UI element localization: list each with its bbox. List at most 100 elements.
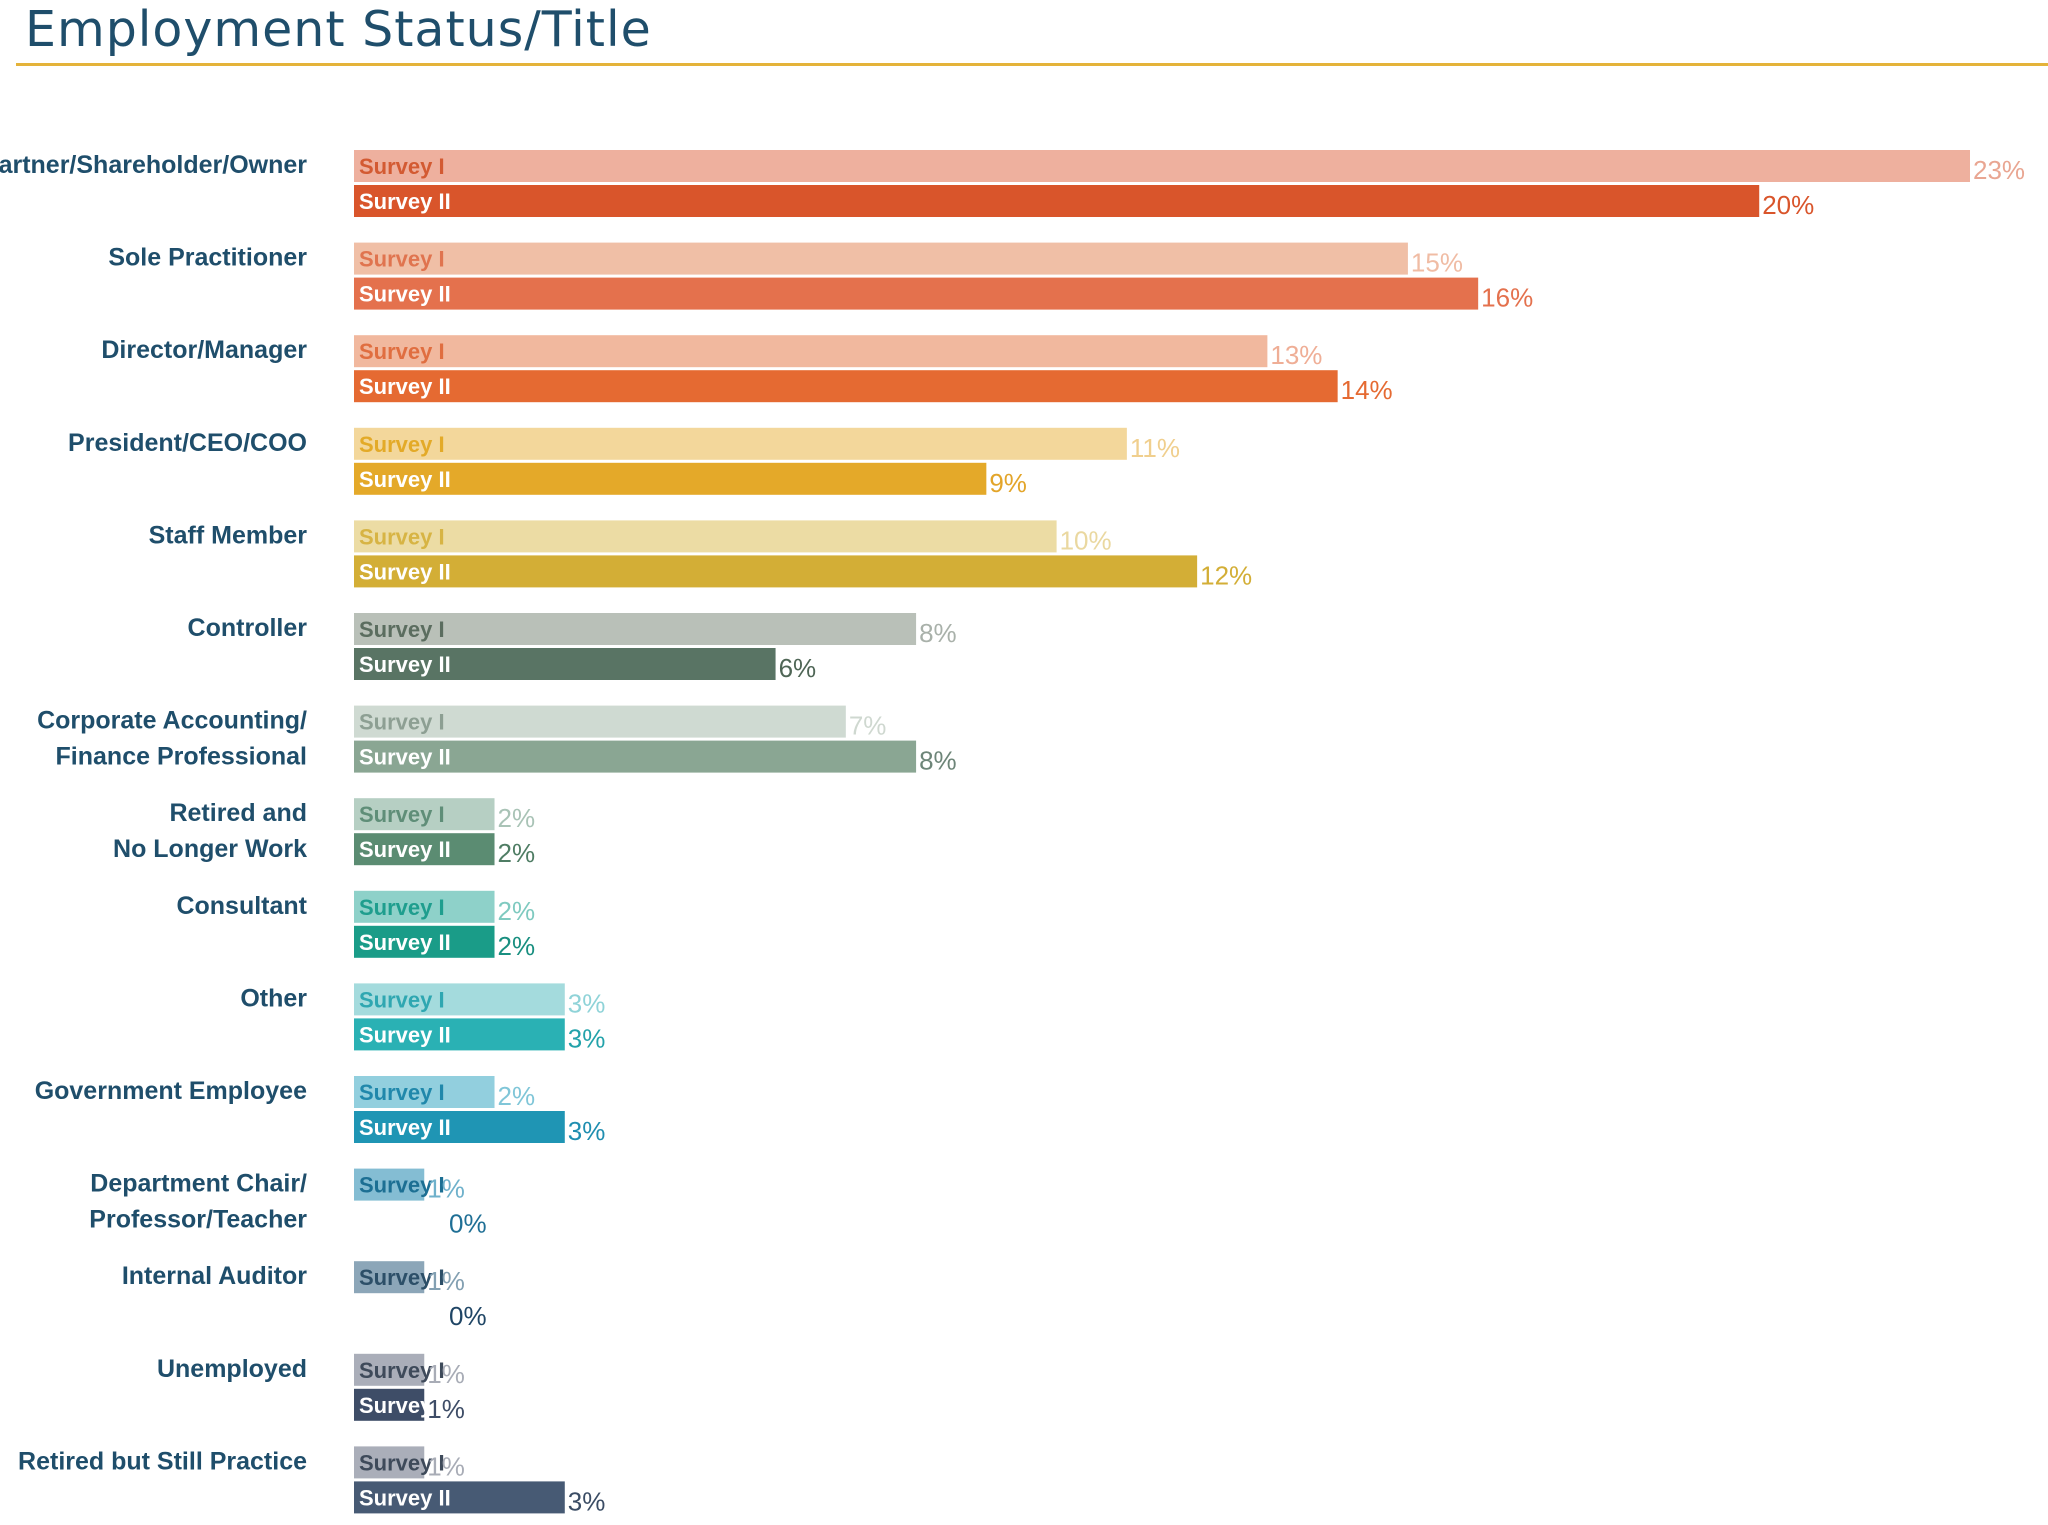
bar: [354, 242, 1408, 275]
bar-series-label: Survey I: [359, 339, 445, 364]
bar-series-label: Survey II: [359, 467, 451, 492]
value-label: 0%: [449, 1301, 487, 1331]
bar: [354, 427, 1127, 460]
category-label: Sole Practitioner: [108, 244, 307, 272]
bar: [354, 520, 1057, 553]
bar-series-label: Survey I: [359, 524, 445, 549]
category-label: Staff Member: [149, 521, 308, 549]
bar: [354, 1111, 565, 1143]
value-label: 10%: [1060, 525, 1112, 555]
bar: [354, 1076, 495, 1108]
category-label: Internal Auditor: [122, 1262, 307, 1290]
bar-series-label: Survey I: [359, 1450, 445, 1475]
bar: [354, 1018, 565, 1051]
bar: [354, 185, 1760, 217]
bar-series-label: Survey I: [359, 432, 445, 457]
bar-series-label: Survey I: [359, 895, 445, 920]
bar-series-label: Survey II: [359, 374, 451, 399]
bar-series-label: Survey I: [359, 1080, 445, 1105]
category-label: No Longer Work: [113, 835, 307, 863]
bar: [354, 1446, 425, 1479]
bar-series-label: Survey I: [359, 617, 445, 642]
bar-series-label: Survey II: [359, 930, 451, 955]
bar: [354, 648, 776, 680]
value-label: 13%: [1270, 340, 1322, 370]
bar: [354, 1481, 565, 1514]
value-label: 6%: [779, 653, 817, 683]
category-label: Government Employee: [35, 1077, 307, 1105]
category-label: Consultant: [176, 892, 307, 920]
bar-series-label: Survey II: [359, 745, 451, 770]
bar: [354, 335, 1268, 368]
bar: [354, 740, 917, 773]
value-label: 20%: [1762, 190, 1814, 220]
bar-series-label: Survey II: [359, 559, 451, 584]
bar-series-label: Survey I: [359, 154, 445, 179]
value-label: 2%: [498, 931, 536, 961]
bar-series-label: Survey II: [359, 652, 451, 677]
bar: [354, 705, 846, 738]
bar-series-label: Survey II: [359, 1485, 451, 1510]
title-divider: [16, 63, 2048, 66]
bar: [354, 1388, 425, 1421]
bar: [354, 370, 1338, 403]
value-label: 2%: [498, 896, 536, 926]
bar-series-label: Survey II: [359, 1022, 451, 1047]
category-label: Controller: [188, 614, 308, 642]
category-label: Finance Professional: [56, 743, 307, 771]
bar: [354, 983, 565, 1016]
value-label: 3%: [568, 1486, 606, 1516]
value-label: 3%: [568, 1116, 606, 1146]
bar: [354, 150, 1970, 182]
value-label: 9%: [989, 468, 1027, 498]
bar-series-label: Survey I: [359, 1265, 445, 1290]
category-label: Retired and: [169, 799, 307, 827]
category-label: Corporate Accounting/: [37, 707, 307, 735]
value-label: 1%: [427, 1359, 465, 1389]
value-label: 1%: [427, 1266, 465, 1296]
value-label: 1%: [427, 1174, 465, 1204]
bar: [354, 462, 987, 495]
value-label: 1%: [427, 1451, 465, 1481]
value-label: 8%: [919, 618, 957, 648]
bar: [354, 1261, 425, 1294]
value-label: 7%: [849, 711, 887, 741]
bar: [354, 555, 1198, 588]
value-label: 16%: [1481, 283, 1533, 313]
value-label: 2%: [498, 1081, 536, 1111]
value-label: 2%: [498, 803, 536, 833]
bar-series-label: Survey II: [359, 837, 451, 862]
bar: [354, 1353, 425, 1386]
bar-series-label: Survey II: [359, 1115, 451, 1140]
bar: [354, 1168, 425, 1201]
value-label: 12%: [1200, 560, 1252, 590]
bar: [354, 798, 495, 831]
bar: [354, 925, 495, 958]
category-label: Department Chair/: [90, 1170, 307, 1198]
bar: [354, 277, 1479, 310]
bar-series-label: Survey I: [359, 1358, 445, 1383]
bar-series-label: Survey I: [359, 710, 445, 735]
category-label: Partner/Shareholder/Owner: [0, 151, 307, 179]
page-title: Employment Status/Title: [25, 1, 652, 58]
value-label: 2%: [498, 838, 536, 868]
value-label: 3%: [568, 988, 606, 1018]
category-label: Other: [240, 984, 307, 1012]
value-label: 3%: [568, 1023, 606, 1053]
category-label: Retired but Still Practice: [18, 1447, 307, 1475]
value-label: 11%: [1130, 433, 1180, 463]
bar-series-label: Survey I: [359, 802, 445, 827]
value-label: 0%: [449, 1209, 487, 1239]
bar-series-label: Survey I: [359, 987, 445, 1012]
bar-series-label: Survey II: [359, 282, 451, 307]
category-label: Director/Manager: [101, 336, 307, 364]
bar-series-label: Survey II: [359, 1393, 451, 1418]
value-label: 23%: [1973, 155, 2025, 185]
value-label: 8%: [919, 746, 957, 776]
category-label: Unemployed: [157, 1355, 307, 1383]
bar-series-label: Survey I: [359, 247, 445, 272]
bar-series-label: Survey I: [359, 1173, 445, 1198]
bar: [354, 613, 917, 645]
bar: [354, 890, 495, 923]
